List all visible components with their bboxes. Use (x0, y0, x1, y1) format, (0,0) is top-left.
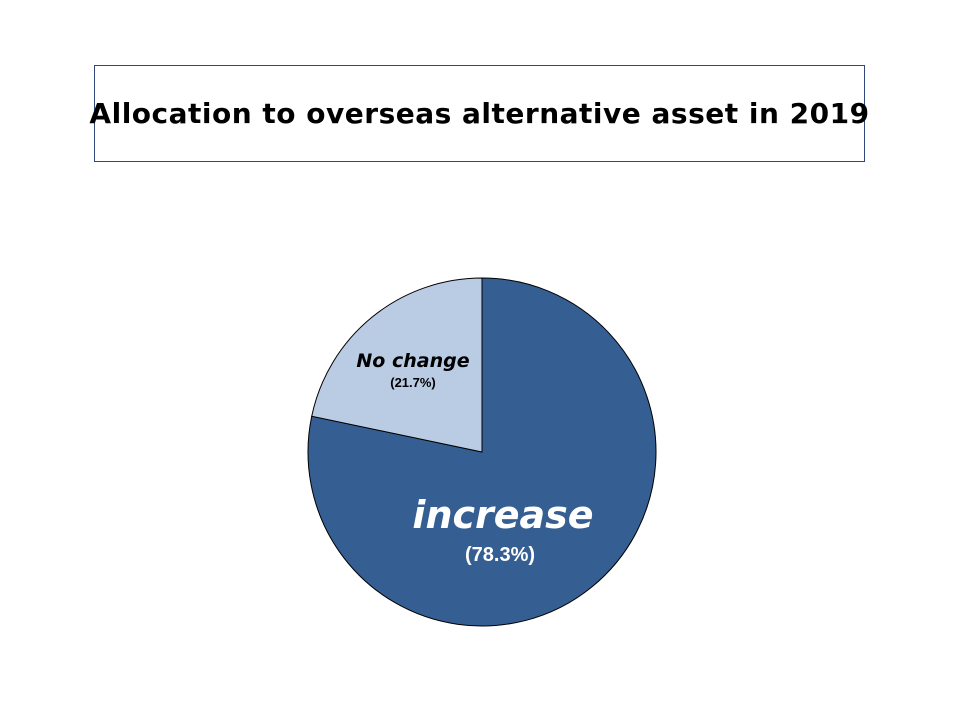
slice-label-no-change: No change (356, 350, 469, 372)
chart-title-box: Allocation to overseas alternative asset… (89, 65, 869, 162)
pie-slice-no-change (311, 277, 483, 453)
slice-value-no-change: (21.7%) (390, 375, 436, 390)
slice-value-increase: (78.3%) (465, 544, 535, 566)
chart-title: Allocation to overseas alternative asset… (89, 97, 870, 130)
slice-labels: No change (21.7%) increase (78.3%) (356, 350, 593, 566)
pie-slices (307, 277, 657, 627)
slice-label-increase: increase (412, 493, 593, 537)
